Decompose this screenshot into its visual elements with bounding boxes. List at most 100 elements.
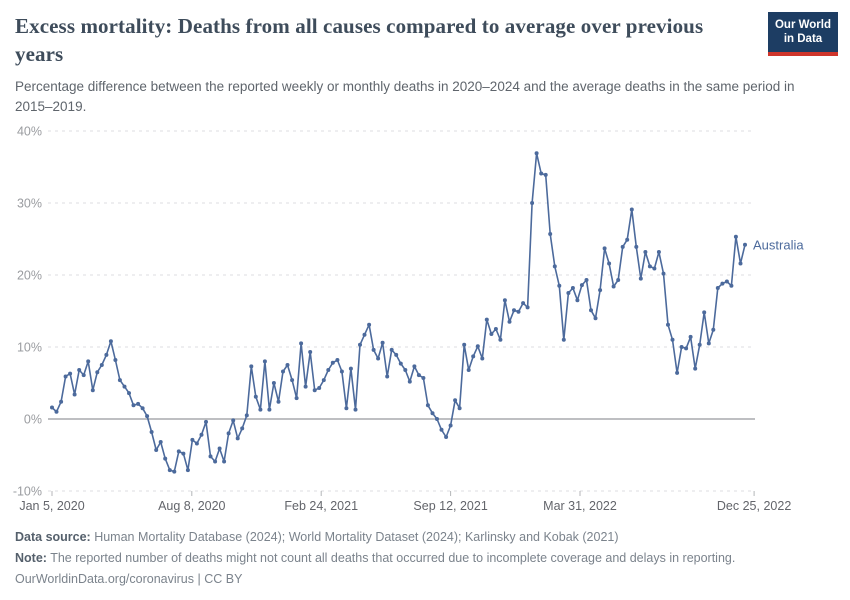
data-point-marker [489, 332, 494, 336]
data-point-marker [407, 379, 412, 384]
data-point-marker [131, 403, 136, 408]
attribution-link[interactable]: OurWorldinData.org/coronavirus | CC BY [15, 572, 243, 586]
data-point-marker [584, 278, 589, 282]
data-point-marker [512, 308, 516, 313]
data-point-marker [240, 426, 245, 431]
data-point-marker [208, 454, 213, 459]
data-point-marker [570, 286, 575, 290]
data-point-marker [448, 423, 453, 428]
data-point-marker [675, 370, 680, 375]
data-point-marker [226, 431, 231, 436]
page-title: Excess mortality: Deaths from all causes… [15, 14, 704, 66]
data-point-marker [425, 403, 430, 408]
y-axis-tick-label: -10% [13, 485, 42, 499]
data-point-marker [294, 396, 299, 401]
data-point-marker [258, 407, 263, 412]
data-point-marker [498, 337, 503, 342]
data-point-marker [362, 332, 367, 337]
data-point-marker [697, 342, 702, 347]
note-line: Note: The reported number of deaths migh… [15, 550, 835, 566]
data-point-marker [222, 459, 227, 464]
data-point-marker [643, 250, 648, 254]
data-point-marker [145, 414, 150, 419]
data-point-marker [163, 456, 168, 461]
data-point-marker [733, 234, 738, 239]
data-point-marker [439, 427, 444, 432]
data-point-marker [204, 419, 208, 424]
data-point-marker [480, 356, 485, 361]
series-label-australia[interactable]: Australia [753, 237, 804, 252]
data-point-marker [303, 384, 308, 389]
series-line-australia[interactable] [51, 152, 746, 473]
data-point-marker [539, 171, 544, 176]
data-point-marker [353, 407, 358, 412]
owid-logo-line1: Our World [774, 19, 831, 31]
data-point-marker [729, 283, 734, 288]
data-point-marker [575, 298, 580, 303]
data-point-marker [706, 341, 711, 346]
data-point-marker [199, 432, 204, 437]
data-point-marker [149, 430, 154, 434]
data-point-marker [190, 437, 195, 442]
chart-subtitle: Percentage difference between the report… [15, 79, 795, 115]
data-point-marker [86, 359, 91, 364]
data-point-marker [466, 368, 471, 372]
data-point-marker [661, 271, 666, 276]
data-point-marker [72, 392, 77, 397]
chart-canvas[interactable]: 40% 30% 20% 10% 0% -10%Jan 5, 2020 Aug 8, 2020… [0, 118, 850, 518]
owid-logo-line2: in Data [783, 33, 823, 46]
data-point-marker [290, 378, 295, 383]
data-point-marker [611, 284, 616, 289]
x-axis-tick-label: Dec 25, 2022 [717, 499, 791, 513]
data-point-marker [711, 327, 716, 332]
data-point-marker [444, 435, 449, 439]
data-point-marker [326, 368, 331, 372]
data-point-marker [317, 386, 322, 390]
data-point-marker [521, 301, 526, 306]
data-point-marker [235, 436, 240, 441]
data-point-marker [715, 286, 720, 290]
note-text: The reported number of deaths might not … [46, 551, 736, 565]
data-point-marker [348, 366, 353, 371]
data-point-marker [516, 309, 521, 314]
data-point-marker [435, 417, 439, 421]
data-point-marker [54, 409, 59, 414]
data-point-marker [367, 322, 372, 327]
data-point-marker [430, 411, 435, 416]
data-point-marker [95, 370, 100, 375]
data-point-marker [629, 207, 634, 212]
data-point-marker [457, 406, 462, 411]
data-point-marker [398, 361, 403, 366]
data-point-marker [566, 291, 571, 295]
data-point-marker [127, 391, 131, 396]
data-source-label: Data source: [15, 530, 91, 544]
x-axis-tick-label: Sep 12, 2021 [413, 499, 487, 513]
data-point-marker [389, 347, 394, 352]
data-point-marker [598, 288, 603, 293]
data-point-marker [371, 347, 376, 352]
note-label: Note: [15, 551, 47, 565]
data-point-marker [68, 371, 73, 376]
data-point-marker [213, 459, 218, 464]
data-point-marker [666, 322, 670, 327]
data-point-marker [462, 342, 467, 347]
data-point-marker [475, 344, 480, 349]
data-point-marker [421, 376, 426, 380]
data-point-marker [167, 468, 172, 473]
data-point-marker [525, 305, 530, 310]
data-point-marker [176, 449, 181, 454]
data-point-marker [693, 366, 698, 371]
data-point-marker [281, 369, 285, 374]
data-point-marker [271, 381, 276, 385]
data-point-marker [484, 317, 489, 322]
data-point-marker [285, 363, 290, 367]
data-point-marker [140, 406, 145, 411]
data-point-marker [358, 342, 362, 347]
y-axis-tick-label: 10% [17, 341, 42, 355]
data-point-marker [312, 388, 317, 393]
owid-logo[interactable]: Our World in Data [768, 12, 838, 56]
data-point-marker [172, 469, 177, 474]
data-point-marker [548, 232, 553, 236]
data-point-marker [670, 337, 675, 342]
data-source-text: Human Mortality Database (2024); World M… [90, 530, 619, 544]
